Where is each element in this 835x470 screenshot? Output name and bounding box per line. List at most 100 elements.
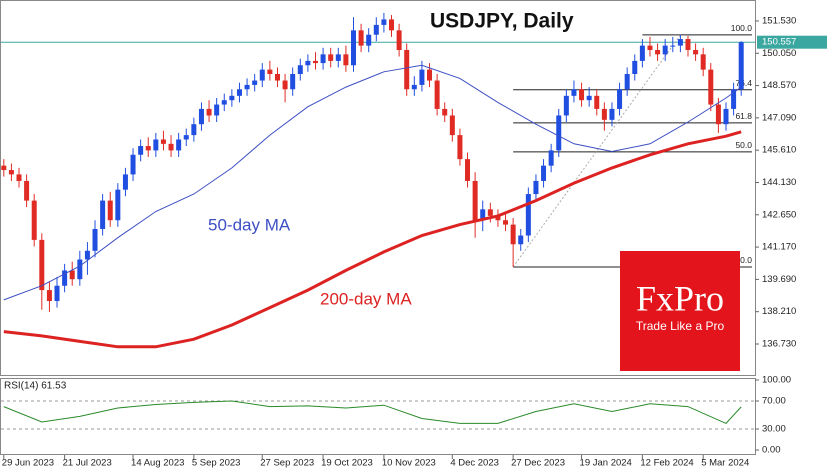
candle-body — [183, 135, 189, 140]
candle-body — [472, 180, 478, 221]
y-tick-label: 142.650 — [762, 209, 796, 220]
series-label: 50-day MA — [208, 215, 291, 234]
candle-body — [191, 124, 197, 136]
fib-label: 50.0 — [735, 140, 752, 150]
x-tick-label: 27 Dec 2023 — [511, 458, 565, 469]
x-tick-label: 14 Aug 2023 — [131, 458, 184, 469]
candle-body — [358, 30, 364, 46]
candle-body — [350, 30, 356, 66]
candle-body — [16, 174, 22, 181]
candle-body — [115, 189, 121, 221]
candle-body — [312, 60, 318, 64]
candle-body — [632, 60, 638, 74]
candle-body — [548, 150, 554, 166]
candle-body — [229, 95, 235, 101]
y-tick-label: 147.090 — [762, 112, 796, 123]
x-tick-label: 12 Feb 2024 — [640, 458, 693, 469]
candle-body — [723, 108, 729, 125]
moving-average — [3, 64, 742, 301]
candle-body — [617, 89, 623, 109]
candle-body — [24, 180, 30, 201]
candle-body — [130, 154, 136, 175]
candle-body — [442, 108, 448, 116]
candle-body — [579, 89, 585, 101]
y-tick-label: 30.00 — [762, 424, 786, 435]
candle-body — [411, 84, 417, 90]
candle-body — [693, 49, 699, 55]
candle-body — [221, 100, 227, 105]
candle-body — [69, 270, 75, 280]
y-tick-label: 138.210 — [762, 306, 796, 317]
rsi-line — [3, 400, 742, 425]
candle-body — [487, 209, 493, 216]
x-tick-label: 10 Nov 2023 — [382, 458, 436, 469]
candle-body — [259, 69, 265, 81]
candle-body — [145, 146, 151, 151]
candle-body — [267, 69, 273, 74]
y-tick-label: 151.530 — [762, 15, 796, 26]
y-tick-label: 139.690 — [762, 274, 796, 285]
candle-body — [419, 69, 425, 85]
main-frame — [0, 0, 756, 376]
candle-body — [396, 30, 402, 50]
y-tick-label: 0.00 — [762, 445, 781, 456]
candle-body — [556, 115, 562, 151]
y-tick-label: 150.050 — [762, 48, 796, 59]
moving-average — [3, 130, 742, 349]
last-price-label: 150.557 — [762, 37, 796, 48]
candle-body — [138, 146, 144, 155]
candle-body — [373, 24, 379, 35]
candle-body — [503, 220, 509, 225]
candle-body — [457, 135, 463, 160]
candle-body — [465, 159, 471, 181]
x-tick-label: 19 Oct 2023 — [321, 458, 373, 469]
candle-body — [54, 285, 60, 302]
candle-body — [244, 84, 250, 90]
candle-body — [297, 65, 303, 74]
candle-body — [107, 200, 113, 221]
candle-body — [31, 200, 37, 240]
candle-body — [206, 108, 212, 116]
main-panel: 151.530 150.050 148.570 147.090 145.610 144.1… — [1, 12, 827, 350]
candle-body — [122, 174, 128, 190]
y-tick-label: 70.00 — [762, 396, 786, 407]
candle-body — [541, 165, 547, 181]
candle-body — [366, 34, 372, 46]
y-tick-label: 100.00 — [762, 375, 791, 386]
fib-label: 61.8 — [735, 111, 752, 121]
candle-body — [738, 42, 744, 90]
candle-body — [731, 89, 737, 109]
candle-body — [236, 89, 242, 96]
candle-body — [647, 45, 653, 50]
candle-body — [328, 54, 334, 61]
candle-body — [320, 54, 326, 64]
last-price-box — [757, 35, 827, 49]
candle-body — [381, 19, 387, 25]
chart-title: USDJPY, Daily — [430, 10, 574, 33]
y-tick-label: 148.570 — [762, 80, 796, 91]
candle-body — [518, 235, 524, 245]
candle-body — [343, 54, 349, 66]
rsi-panel: 100.00 70.00 30.00 0.00 — [1, 375, 791, 456]
brand-tagline: Trade Like a Pro — [636, 319, 725, 333]
candle-body — [670, 45, 676, 47]
candle-body — [480, 209, 486, 221]
candle-body — [700, 54, 706, 70]
brand-background — [620, 251, 740, 371]
candle-body — [708, 69, 714, 105]
x-tick-label: 19 Jan 2024 — [580, 458, 632, 469]
x-tick-label: 4 Dec 2023 — [450, 458, 499, 469]
x-tick-label: 27 Sep 2023 — [260, 458, 314, 469]
candle-body — [609, 108, 615, 120]
candle-body — [677, 39, 683, 46]
candle-body — [655, 49, 661, 55]
candle-body — [305, 60, 311, 66]
brand-box: FxPro Trade Like a Pro — [620, 251, 740, 371]
candle-body — [290, 73, 296, 90]
candle-body — [404, 49, 410, 90]
candle-body — [601, 108, 607, 120]
candle-body — [434, 80, 440, 109]
candle-body — [715, 104, 721, 125]
